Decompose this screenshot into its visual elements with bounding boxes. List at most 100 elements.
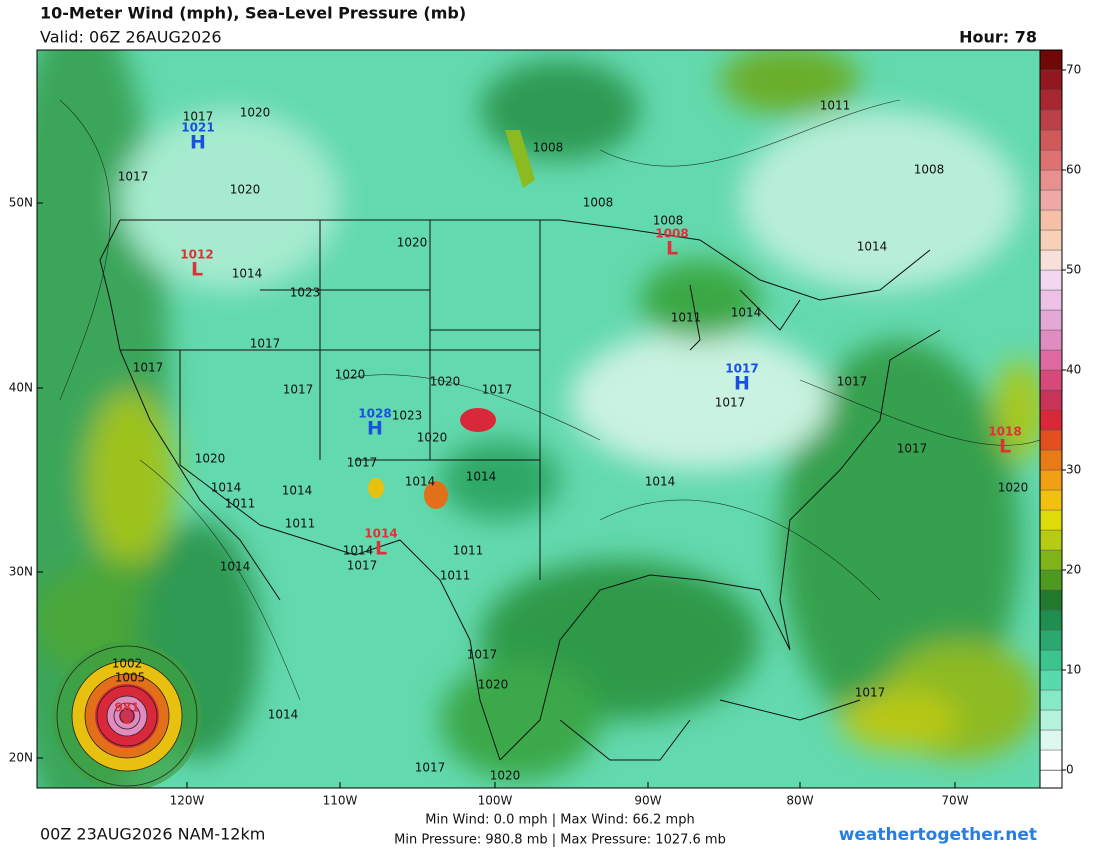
longitude-label: 120W	[170, 794, 205, 808]
longitude-label: 110W	[323, 794, 358, 808]
isobar-label: 1014	[211, 481, 242, 495]
site-credit: weathertogether.net	[839, 825, 1037, 845]
colorbar-tick-label: 40	[1066, 363, 1081, 377]
isobar-label: 1002	[112, 657, 143, 671]
hurricane	[52, 641, 202, 788]
colorbar-band	[1039, 629, 1063, 651]
isobar-label: 1020	[230, 183, 261, 197]
colorbar-band	[1039, 49, 1063, 71]
borders	[99, 219, 941, 761]
isobar-label: 1011	[285, 517, 316, 531]
colorbar-band	[1039, 469, 1063, 491]
colorbar-band	[1039, 589, 1063, 611]
isobar-label: 1020	[998, 481, 1029, 495]
longitude-label: 90W	[634, 794, 661, 808]
isobar-label: 1020	[478, 678, 509, 692]
center-letter: L	[191, 259, 203, 281]
isobar-label: 1008	[533, 141, 564, 155]
colorbar-band	[1039, 609, 1063, 631]
colorbar-band	[1039, 149, 1063, 171]
isobar-label: 1017	[482, 383, 513, 397]
center-value: 1018	[988, 425, 1021, 439]
latitude-label: 20N	[9, 751, 33, 765]
isobar-label: 1008	[653, 214, 684, 228]
model-run: 00Z 23AUG2026 NAM-12km	[40, 825, 265, 844]
isobar-label: 1017	[415, 761, 446, 775]
colorbar-below	[1039, 769, 1063, 789]
colorbar-band	[1039, 489, 1063, 511]
colorbar-band	[1039, 429, 1063, 451]
isobar-label: 1017	[183, 110, 214, 124]
colorbar-band	[1039, 649, 1063, 671]
colorbar-frame	[1039, 49, 1063, 789]
colorbar: 0 10 20 30 40 50 60 70	[1039, 49, 1081, 789]
colorbar-tick-label: 20	[1066, 563, 1081, 577]
isobar-label: 1014	[282, 484, 313, 498]
colorbar-band	[1039, 349, 1063, 371]
colorbar-tick-label: 60	[1066, 163, 1081, 177]
isobar-label: 1020	[430, 375, 461, 389]
isobar-label: 1011	[225, 497, 256, 511]
colorbar-band	[1039, 89, 1063, 111]
map-field	[37, 50, 1040, 788]
isobar-label: 1017	[250, 337, 281, 351]
colorbar-band	[1039, 729, 1063, 751]
isobar-label: 1017	[467, 648, 498, 662]
colorbar-band	[1039, 289, 1063, 311]
axes: 50N 40N 30N 20N 120W 110W 100W 90W 80W 70W	[9, 196, 969, 808]
isobar-label: 1014	[343, 544, 374, 558]
center-letter: L	[666, 238, 678, 260]
isobar-label: 1014	[466, 470, 497, 484]
center-letter: L	[999, 436, 1011, 458]
isobar-label: 1017	[133, 361, 164, 375]
colorbar-band	[1039, 209, 1063, 231]
isobar-label: 1008	[914, 163, 945, 177]
latitude-label: 30N	[9, 565, 33, 579]
isobars	[59, 99, 1040, 701]
isobar-label: 1017	[715, 396, 746, 410]
isobar-label: 1020	[490, 769, 521, 783]
isobar-label: 1020	[397, 236, 428, 250]
center-value: 1028	[358, 407, 391, 421]
isobar-label: 1011	[820, 99, 851, 113]
colorbar-band	[1039, 549, 1063, 571]
colorbar-tick-label: 70	[1066, 63, 1081, 77]
colorbar-tick-label: 0	[1066, 763, 1074, 777]
longitude-label: 100W	[478, 794, 513, 808]
valid-time: Valid: 06Z 26AUG2026	[40, 28, 222, 47]
center-letter: L	[123, 713, 131, 727]
colorbar-band	[1039, 109, 1063, 131]
isobar-label: 1011	[453, 544, 484, 558]
wind-stats: Min Wind: 0.0 mph | Max Wind: 66.2 mph	[425, 813, 694, 828]
isobar-label: 1020	[417, 431, 448, 445]
isobar-label: 1023	[290, 286, 321, 300]
colorbar-band	[1039, 69, 1063, 91]
isobar-label: 1020	[240, 106, 271, 120]
colorbar-band	[1039, 509, 1063, 531]
colorbar-band	[1039, 709, 1063, 731]
longitude-label: 80W	[786, 794, 813, 808]
colorbar-band	[1039, 529, 1063, 551]
isobar-label: 1005	[115, 671, 146, 685]
colorbar-band	[1039, 449, 1063, 471]
isobar-labels: 1017 1020 1017 1020 1014 1023 1017 1017 1017 1020…	[112, 99, 1029, 783]
forecast-hour: Hour: 78	[959, 28, 1037, 47]
isobar-label: 1017	[118, 170, 149, 184]
isobar-label: 1011	[671, 311, 702, 325]
colorbar-band	[1039, 689, 1063, 711]
isobar-label: 1017	[837, 375, 868, 389]
isobar-label: 1014	[232, 267, 263, 281]
colorbar-band	[1039, 409, 1063, 431]
colorbar-band	[1039, 329, 1063, 351]
center-letter: H	[734, 373, 750, 395]
colorbar-band	[1039, 229, 1063, 251]
isobar-label: 1023	[392, 409, 423, 423]
colorbar-band	[1039, 189, 1063, 211]
colorbar-band	[1039, 249, 1063, 271]
isobar-label: 1020	[195, 452, 226, 466]
isobar-label: 1014	[645, 475, 676, 489]
center-value: 1017	[725, 362, 758, 376]
center-value: 1021	[181, 121, 214, 135]
colorbar-tick-label: 50	[1066, 263, 1081, 277]
